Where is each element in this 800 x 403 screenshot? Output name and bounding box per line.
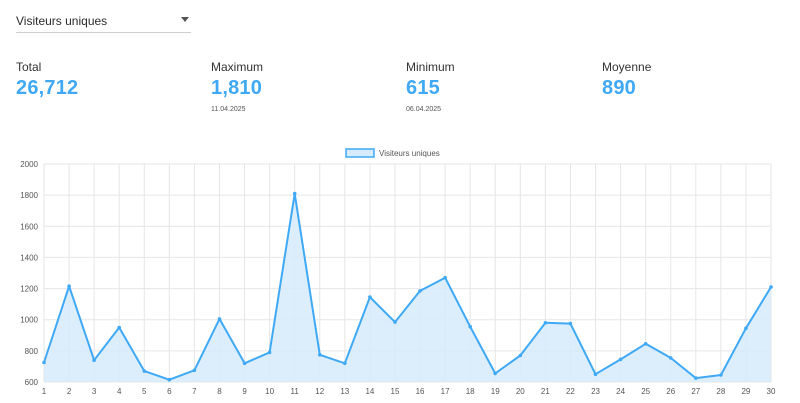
data-point	[217, 317, 222, 321]
stat-total-value: 26,712	[16, 77, 79, 99]
data-point	[42, 360, 46, 365]
data-point	[618, 357, 623, 362]
x-tick-label: 1	[42, 387, 47, 396]
y-tick-label: 800	[25, 347, 39, 356]
x-tick-label: 17	[441, 387, 450, 396]
x-tick-label: 19	[491, 387, 500, 396]
data-point	[368, 295, 372, 299]
data-point	[568, 321, 573, 326]
x-tick-label: 5	[142, 387, 147, 396]
x-tick-label: 15	[391, 387, 400, 396]
y-tick-label: 1000	[20, 316, 38, 325]
data-point	[719, 373, 723, 377]
x-tick-label: 2	[67, 387, 72, 396]
series-area-fill	[44, 193, 771, 382]
stat-average-value: 890	[602, 77, 636, 99]
x-tick-label: 4	[117, 387, 122, 396]
data-point	[292, 191, 297, 196]
stat-total-label: Total	[16, 60, 42, 74]
data-point	[493, 371, 498, 376]
chart-legend[interactable]: Visiteurs uniques	[345, 148, 440, 158]
x-tick-label: 14	[365, 387, 374, 396]
x-tick-label: 9	[242, 387, 247, 396]
y-tick-label: 1400	[20, 253, 38, 262]
legend-swatch	[345, 148, 375, 158]
data-point	[167, 377, 172, 382]
stat-maximum-date: 11.04.2025	[211, 106, 246, 113]
x-tick-label: 30	[767, 387, 776, 396]
data-point	[67, 284, 71, 288]
stat-maximum: Maximum 1,810 11.04.2025	[211, 60, 391, 113]
x-tick-label: 13	[340, 387, 349, 396]
data-point	[643, 342, 648, 346]
y-tick-label: 1600	[20, 222, 38, 231]
x-tick-label: 11	[291, 387, 300, 396]
x-tick-label: 24	[616, 387, 625, 396]
stat-total: Total 26,712	[16, 60, 196, 100]
data-point	[192, 368, 197, 373]
data-point	[393, 320, 397, 324]
x-tick-label: 3	[92, 387, 97, 396]
stat-maximum-value: 1,810	[211, 77, 263, 99]
data-point	[117, 325, 121, 330]
x-tick-label: 18	[466, 387, 475, 396]
data-point	[543, 321, 548, 325]
x-tick-label: 26	[666, 387, 675, 396]
x-tick-label: 25	[641, 387, 650, 396]
stat-average: Moyenne 890	[602, 60, 782, 100]
data-point	[668, 356, 673, 360]
y-tick-label: 600	[25, 378, 39, 387]
legend-label: Visiteurs uniques	[379, 149, 440, 158]
data-point	[694, 376, 698, 380]
metric-select[interactable]: Visiteurs uniques	[16, 8, 191, 33]
stat-minimum-label: Minimum	[406, 60, 455, 74]
x-tick-label: 12	[315, 387, 324, 396]
data-point	[468, 324, 473, 329]
data-point	[418, 289, 422, 293]
stat-maximum-label: Maximum	[211, 60, 264, 74]
y-tick-label: 1800	[20, 191, 38, 200]
data-point	[242, 361, 247, 366]
stat-minimum-value: 615	[406, 77, 440, 99]
y-tick-label: 1200	[20, 285, 38, 294]
x-tick-label: 27	[691, 387, 700, 396]
data-point	[318, 353, 322, 357]
x-tick-label: 7	[192, 387, 197, 396]
chevron-down-icon[interactable]	[181, 17, 189, 22]
data-point	[769, 285, 773, 289]
x-tick-label: 16	[416, 387, 425, 396]
x-tick-label: 23	[591, 387, 600, 396]
stat-average-label: Moyenne	[602, 60, 652, 74]
data-point	[593, 372, 598, 376]
x-tick-label: 10	[265, 387, 274, 396]
y-tick-label: 2000	[20, 160, 38, 169]
data-point	[744, 326, 748, 331]
x-tick-label: 20	[516, 387, 525, 396]
x-tick-label: 8	[217, 387, 222, 396]
x-tick-label: 29	[741, 387, 750, 396]
x-tick-label: 28	[716, 387, 725, 396]
data-point	[92, 358, 96, 362]
stat-minimum: Minimum 615 06.04.2025	[406, 60, 586, 113]
data-point	[343, 361, 347, 366]
data-point	[443, 275, 447, 280]
metric-select-value: Visiteurs uniques	[16, 14, 108, 28]
data-point	[267, 350, 272, 355]
x-tick-label: 22	[566, 387, 575, 396]
data-point	[142, 369, 147, 373]
stat-minimum-date: 06.04.2025	[406, 106, 442, 113]
y-axis-ticks: 600 800 1000 1200 1400 1600 1800 2000	[20, 160, 38, 387]
x-tick-label: 6	[167, 387, 172, 396]
series-line	[43, 192, 772, 381]
chart-series	[42, 191, 773, 382]
x-axis-ticks: 1 2 3 4 5 6 7 8 9 10 11 12 13 14 15 16 17 18 19 20 21 22 23 24 2…	[42, 387, 776, 396]
data-point	[518, 353, 523, 358]
x-tick-label: 21	[541, 387, 550, 396]
